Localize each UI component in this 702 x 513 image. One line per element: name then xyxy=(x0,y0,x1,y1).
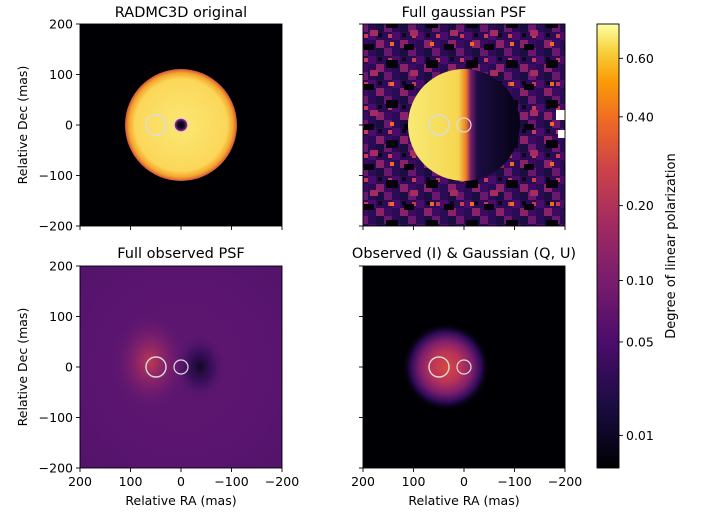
colorbar-tick-label: 0.40 xyxy=(626,109,654,124)
y-axis-label: Relative Dec (mas) xyxy=(15,66,30,185)
y-tick-label: −100 xyxy=(39,168,73,183)
masked-pixels xyxy=(558,130,565,138)
marker-circle-small xyxy=(173,117,189,133)
bright-lobe xyxy=(112,312,188,412)
y-tick-label: 200 xyxy=(49,17,73,32)
colorbar-tick-label: 0.01 xyxy=(626,428,654,443)
x-axis-label: Relative RA (mas) xyxy=(125,493,236,508)
x-tick-label: 200 xyxy=(68,474,92,489)
marker-circles xyxy=(145,356,189,378)
inner-cavity xyxy=(173,117,189,133)
marker-circle-large xyxy=(428,114,450,136)
x-tick-label: −100 xyxy=(497,474,531,489)
masked-pixels xyxy=(556,110,565,120)
y-tick-label: 100 xyxy=(49,309,73,324)
marker-circle-large xyxy=(145,356,167,378)
x-tick-label: 200 xyxy=(351,474,375,489)
psf-blob xyxy=(402,323,490,411)
dark-lobe xyxy=(174,333,226,401)
x-tick-label: 100 xyxy=(402,474,426,489)
y-tick-label: 100 xyxy=(49,67,73,82)
panel-radmc3d-original: RADMC3D original xyxy=(79,5,283,227)
panel-title: Observed (I) & Gaussian (Q, U) xyxy=(352,246,576,262)
colorbar-tick-label: 0.10 xyxy=(626,273,654,288)
x-tick-label: −200 xyxy=(548,474,582,489)
x-tick-label: −200 xyxy=(265,474,299,489)
marker-circle-small xyxy=(173,359,189,375)
marker-circle-large xyxy=(145,114,167,136)
colorbar-label: Degree of linear polarization xyxy=(664,153,679,338)
panel-title: Full gaussian PSF xyxy=(402,5,527,21)
colorbar-tick-label: 0.60 xyxy=(626,51,654,66)
x-tick-label: −100 xyxy=(214,474,248,489)
y-tick-label: −200 xyxy=(39,219,73,234)
colorbar: 0.60 0.40 0.20 0.10 0.05 0.01 Degree of linea… xyxy=(596,23,679,469)
x-tick-label: 100 xyxy=(119,474,143,489)
y-tick-label: −200 xyxy=(39,461,73,476)
y-tick-label: 0 xyxy=(65,118,73,133)
panel-title: Full observed PSF xyxy=(117,246,245,262)
y-tick-label: 0 xyxy=(65,360,73,375)
marker-circles xyxy=(428,114,472,136)
marker-circles xyxy=(428,356,472,378)
marker-circles xyxy=(145,114,189,136)
y-axis-label: Relative Dec (mas) xyxy=(15,308,30,427)
marker-circle-small xyxy=(456,359,472,375)
axis-ticks: 200 100 0 −100 −200 Relative Dec (mas) 200 100 0… xyxy=(15,17,582,509)
marker-circle-small xyxy=(456,117,472,133)
marker-circle-large xyxy=(428,356,450,378)
panel-observed-gaussian: Observed (I) & Gaussian (Q, U) xyxy=(352,246,576,469)
panel-full-gaussian-psf: Full gaussian PSF xyxy=(362,5,566,227)
y-tick-label: 200 xyxy=(49,259,73,274)
x-tick-label: 0 xyxy=(177,474,185,489)
panel-title: RADMC3D original xyxy=(115,5,247,21)
colorbar-tick-label: 0.05 xyxy=(626,334,654,349)
y-tick-label: −100 xyxy=(39,410,73,425)
panel-full-observed-psf: Full observed PSF xyxy=(79,246,283,469)
colorbar-gradient xyxy=(596,23,620,469)
x-tick-label: 0 xyxy=(460,474,468,489)
colorbar-tick-label: 0.20 xyxy=(626,198,654,213)
x-axis-label: Relative RA (mas) xyxy=(408,493,519,508)
disk-region xyxy=(408,69,520,181)
colorbar-ticks: 0.60 0.40 0.20 0.10 0.05 0.01 xyxy=(619,51,654,443)
